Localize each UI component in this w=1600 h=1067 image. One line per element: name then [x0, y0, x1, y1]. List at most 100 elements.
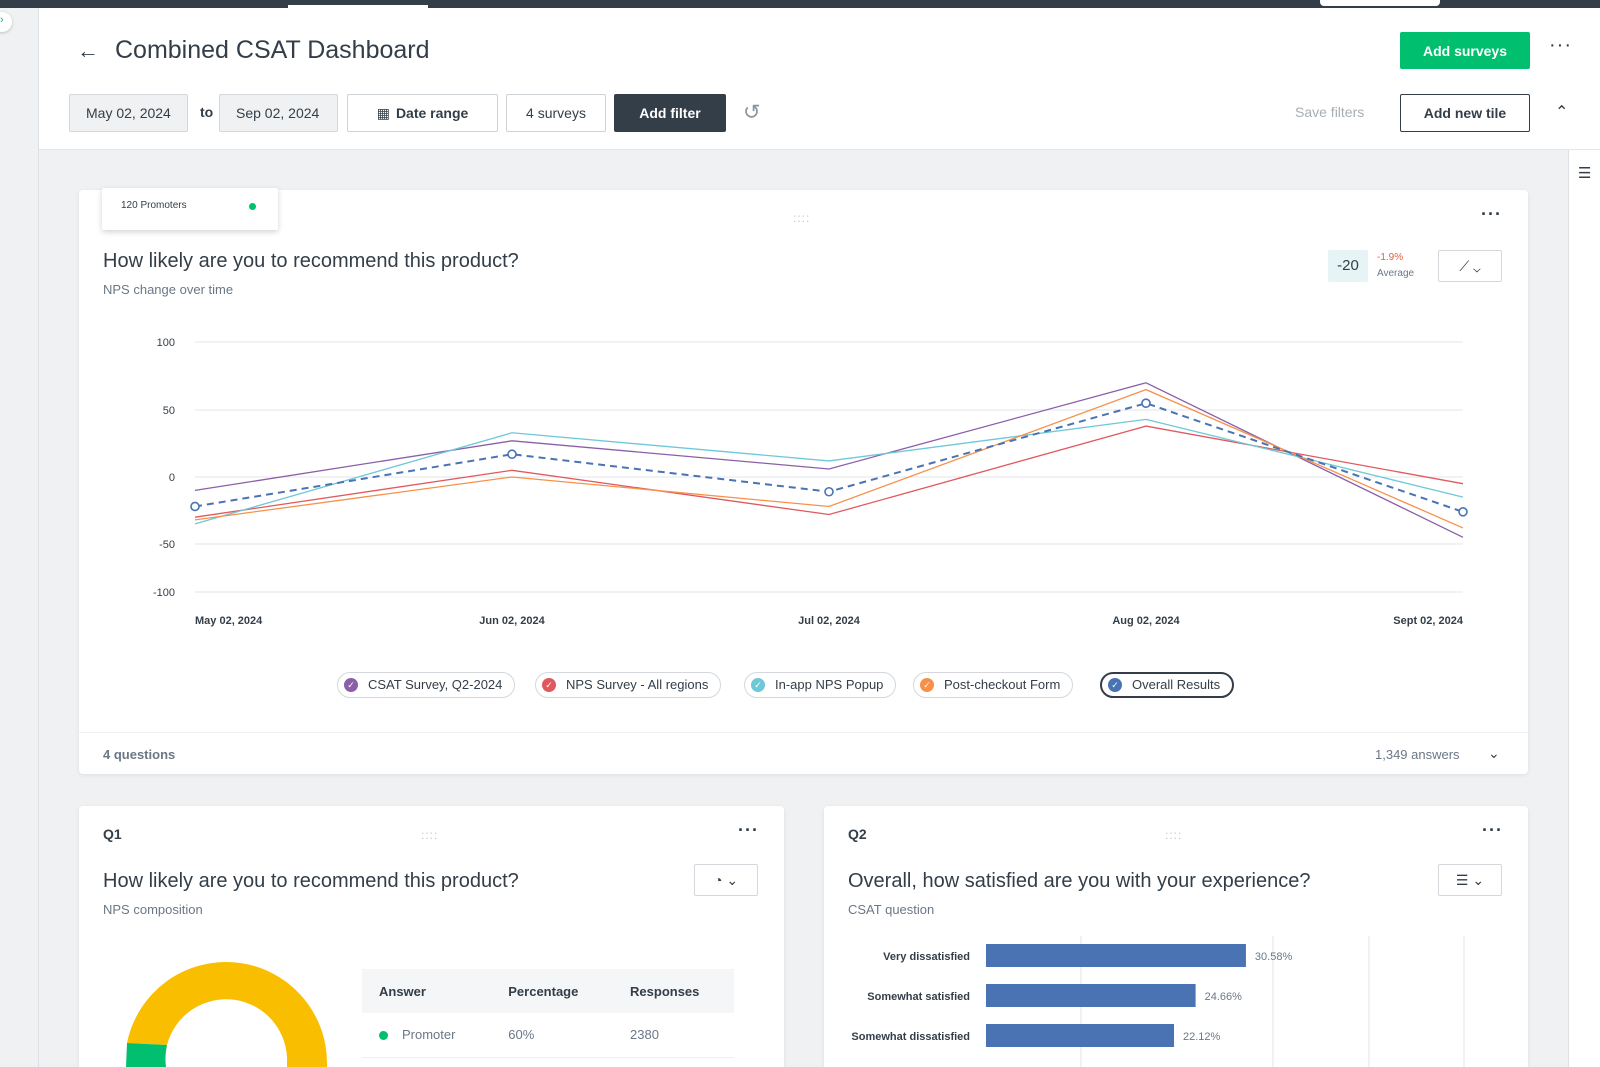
- donut-passive-slice: [126, 1043, 167, 1067]
- nps-change-value: -1.9%: [1377, 252, 1404, 263]
- start-date-field[interactable]: May 02, 2024: [69, 94, 188, 132]
- expand-sidebar-button[interactable]: ›: [0, 12, 12, 32]
- legend-label: Overall Results: [1132, 677, 1221, 692]
- promoter-dot: [249, 203, 256, 210]
- series-line-3[interactable]: [194, 418, 1464, 525]
- x-tick-label: Jul 02, 2024: [798, 615, 861, 627]
- drag-handle-icon[interactable]: ::::: [793, 211, 811, 225]
- date-to-label: to: [200, 104, 214, 120]
- top-navigation-bar: [0, 0, 1600, 8]
- bar[interactable]: [986, 1024, 1175, 1047]
- bar[interactable]: [986, 944, 1246, 967]
- series-line-2[interactable]: [194, 425, 1464, 518]
- q1-subtitle: NPS composition: [103, 902, 203, 917]
- tooltip-text: 120 Promoters: [121, 200, 187, 211]
- legend-label: CSAT Survey, Q2-2024: [368, 677, 503, 692]
- bar-value-label: 24.66%: [1205, 991, 1243, 1003]
- legend-check-icon: ✓: [542, 678, 556, 692]
- add-new-tile-button[interactable]: Add new tile: [1400, 94, 1530, 132]
- overall-data-point[interactable]: [1141, 398, 1151, 408]
- drag-handle-icon[interactable]: ::::: [1165, 828, 1183, 842]
- tile-options-icon[interactable]: ···: [1482, 820, 1503, 840]
- legend-item[interactable]: ✓ CSAT Survey, Q2-2024: [337, 672, 516, 698]
- tile-options-icon[interactable]: ···: [738, 820, 759, 840]
- y-tick-label: -100: [153, 587, 175, 599]
- right-rail: ☰: [1568, 150, 1600, 1067]
- more-options-icon[interactable]: ···: [1549, 34, 1572, 56]
- line-chart-icon: ⟋: [1459, 257, 1470, 274]
- q1-tile: Q1 :::: ··· How likely are you to recomm…: [79, 806, 784, 1067]
- bar-label: Somewhat dissatisfied: [851, 1031, 970, 1043]
- tile-footer: 4 questions 1,349 answers ⌄: [79, 732, 1528, 774]
- chevron-down-icon: ⌄: [1472, 871, 1485, 888]
- y-tick-label: 50: [163, 405, 175, 417]
- legend-item[interactable]: ✓ In-app NPS Popup: [744, 672, 897, 698]
- bar-label: Somewhat satisfied: [867, 991, 970, 1003]
- add-surveys-button[interactable]: Add surveys: [1400, 32, 1530, 69]
- overall-data-point[interactable]: [1458, 507, 1468, 517]
- drag-handle-icon[interactable]: ::::: [421, 828, 439, 842]
- legend-item[interactable]: ✓ Post-checkout Form: [913, 672, 1074, 698]
- date-range-label: Date range: [395, 104, 469, 121]
- overall-data-point[interactable]: [190, 501, 200, 512]
- nps-line-chart: 100 50 0 -50 -100 May 02, 2024 Jun 02, 2024 Jul…: [153, 337, 1468, 627]
- tile-options-icon[interactable]: ···: [1481, 204, 1502, 224]
- back-arrow-icon[interactable]: ←: [77, 38, 99, 63]
- legend-label: Post-checkout Form: [944, 677, 1061, 692]
- series-line-4[interactable]: [194, 388, 1464, 529]
- reset-icon[interactable]: ↺: [743, 101, 761, 124]
- chevron-down-icon: ⌄: [726, 871, 739, 888]
- questions-count: 4 questions: [103, 747, 176, 762]
- legend-item[interactable]: ✓ NPS Survey - All regions: [535, 672, 722, 698]
- nps-donut-chart: [126, 962, 327, 1067]
- top-bar-button[interactable]: [1320, 0, 1440, 6]
- q2-subtitle: CSAT question: [848, 902, 935, 917]
- tile-title: How likely are you to recommend this pro…: [103, 250, 519, 272]
- bar-value-label: 22.12%: [1183, 1031, 1221, 1043]
- chart-type-selector[interactable]: ◔ ⌄: [694, 864, 758, 896]
- dashboard-header: ← Combined CSAT Dashboard Add surveys ··…: [39, 8, 1600, 150]
- add-filter-button[interactable]: Add filter: [614, 94, 726, 132]
- x-tick-label: Aug 02, 2024: [1112, 615, 1180, 627]
- q1-label: Q1: [103, 826, 122, 842]
- q1-title: How likely are you to recommend this pro…: [103, 870, 519, 892]
- bar[interactable]: [986, 984, 1196, 1007]
- left-rail: ›: [0, 8, 39, 1067]
- chevron-down-icon: ⌄: [1473, 257, 1481, 274]
- promoter-dot: [379, 1031, 388, 1041]
- table-row: Promoter 60% 2380: [362, 1013, 734, 1058]
- end-date-field[interactable]: Sep 02, 2024: [219, 94, 338, 132]
- nps-over-time-tile: 120 Promoters :::: ··· How likely are yo…: [79, 188, 1528, 774]
- surveys-selector[interactable]: 4 surveys: [506, 94, 606, 132]
- bar-chart-icon: ☰: [1455, 871, 1469, 888]
- x-tick-label: Sept 02, 2024: [1393, 615, 1464, 627]
- legend-check-icon: ✓: [1108, 678, 1122, 692]
- chart-type-selector[interactable]: ⟋ ⌄: [1438, 250, 1502, 282]
- y-tick-label: 100: [157, 337, 175, 349]
- legend-label: NPS Survey - All regions: [566, 677, 709, 692]
- series-line-1[interactable]: [194, 382, 1464, 538]
- chart-type-selector[interactable]: ☰ ⌄: [1438, 864, 1502, 896]
- collapse-panel-icon[interactable]: ☰: [1578, 165, 1592, 182]
- percentage-header: Percentage: [491, 969, 614, 1013]
- date-range-button[interactable]: ▦ Date range: [347, 94, 498, 132]
- x-tick-label: Jun 02, 2024: [479, 615, 545, 627]
- tile-subtitle: NPS change over time: [103, 282, 234, 297]
- overall-data-point[interactable]: [824, 486, 834, 497]
- legend-check-icon: ✓: [344, 678, 358, 692]
- legend-label: In-app NPS Popup: [775, 677, 884, 692]
- expand-footer-icon[interactable]: ⌄: [1488, 745, 1500, 761]
- percentage-cell: 60%: [491, 1013, 614, 1058]
- answer-text: Promoter: [402, 1027, 456, 1043]
- collapse-header-icon[interactable]: ⌃: [1555, 104, 1569, 121]
- overall-data-point[interactable]: [507, 449, 517, 460]
- donut-promoter-slice: [127, 962, 327, 1067]
- donut-chart-icon: ◔: [713, 871, 723, 888]
- bar-value-label: 30.58%: [1255, 951, 1293, 963]
- save-filters-link[interactable]: Save filters: [1295, 104, 1365, 120]
- y-tick-label: 0: [169, 472, 175, 484]
- responses-cell: 2380: [613, 1013, 734, 1058]
- nps-composition-table: Answer Percentage Responses Promoter 60%…: [362, 969, 734, 1058]
- legend-item[interactable]: ✓ Overall Results: [1100, 672, 1235, 698]
- nps-score-badge: -20: [1328, 250, 1368, 282]
